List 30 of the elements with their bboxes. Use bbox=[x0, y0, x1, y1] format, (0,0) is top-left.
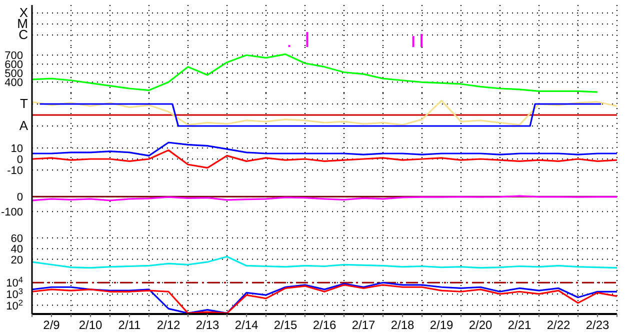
y-tick-label: 20 bbox=[10, 254, 23, 266]
y-tick-label: 10 bbox=[10, 143, 23, 155]
x-tick-label: 2/12 bbox=[156, 318, 180, 332]
x-tick-label: 2/17 bbox=[352, 318, 376, 332]
x-tick-label: 2/20 bbox=[468, 318, 492, 332]
x-tick-label: 2/16 bbox=[312, 318, 336, 332]
y-tick-label: -100 bbox=[0, 206, 23, 219]
y-tick-label: 0 bbox=[16, 192, 23, 204]
x-tick-label: 2/23 bbox=[586, 318, 610, 332]
line-series bbox=[32, 256, 617, 269]
line-series bbox=[32, 53, 598, 93]
x-tick-label: 2/14 bbox=[234, 318, 258, 332]
x-tick-label: 2/15 bbox=[274, 318, 298, 332]
x-tick-label: 2/18 bbox=[390, 318, 414, 332]
y-tick-label: 0 bbox=[16, 154, 23, 166]
text: A bbox=[18, 118, 28, 133]
x-tick-label: 2/19 bbox=[430, 318, 454, 332]
x-tick-label: 2/11 bbox=[118, 318, 142, 332]
y-tick-label: 60 bbox=[10, 232, 23, 245]
x-tick-label: 2/21 bbox=[508, 318, 532, 332]
y-tick-label: -10 bbox=[7, 165, 23, 177]
line-series bbox=[32, 149, 617, 169]
x-tick-label: 2/9 bbox=[43, 318, 60, 332]
x-tick-label: 2/13 bbox=[196, 318, 220, 332]
x-tick-label: 2/22 bbox=[546, 318, 570, 332]
y-tick-label: 40 bbox=[10, 244, 23, 256]
x-tick-label: 2/10 bbox=[78, 318, 102, 332]
y-tick-label: 400 bbox=[4, 77, 23, 90]
line-series bbox=[32, 142, 617, 156]
text: T bbox=[19, 96, 28, 111]
